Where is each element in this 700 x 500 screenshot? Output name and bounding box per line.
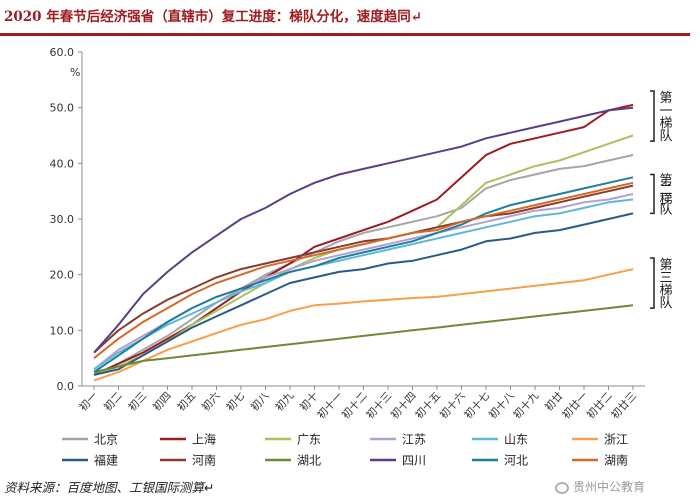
x-tick-label: 初七 xyxy=(224,389,248,413)
series-line-江苏 xyxy=(93,193,634,371)
y-axis-unit: % xyxy=(70,66,80,79)
x-tick-label: 初廿二 xyxy=(584,389,615,421)
series-line-福建 xyxy=(93,212,634,376)
tier-label-char: 第 xyxy=(659,173,672,188)
series-line-浙江 xyxy=(93,268,634,382)
legend-label-浙江: 浙江 xyxy=(604,433,628,447)
series-line-北京 xyxy=(93,154,634,376)
data-source-note: 资料来源：百度地图、工银国际测算↵ xyxy=(4,480,215,495)
x-tick-label: 初五 xyxy=(175,389,199,413)
legend-label-四川: 四川 xyxy=(402,454,426,468)
x-tick-label: 初廿一 xyxy=(559,389,590,421)
tier-label-char: 梯 xyxy=(659,283,672,298)
x-tick-label: 初二 xyxy=(101,389,125,413)
tier-label-char: 梯 xyxy=(659,193,672,208)
tier-label-char: 队 xyxy=(659,129,672,144)
tier-label-char: 队 xyxy=(659,296,672,311)
tier-bracket xyxy=(650,173,655,215)
y-tick-label: 0.0 xyxy=(57,380,75,393)
x-tick-label: 初十四 xyxy=(388,389,419,421)
tier-label-char: 三 xyxy=(659,271,672,286)
x-tick-label: 初八 xyxy=(248,389,272,414)
legend-label-湖南: 湖南 xyxy=(604,453,628,468)
x-tick-label: 初三 xyxy=(126,389,150,413)
watermark: 贵州中公教育 xyxy=(555,476,695,498)
x-tick-label: 初十八 xyxy=(486,389,517,421)
series-line-湖南 xyxy=(93,181,634,359)
tier-label-char: 第 xyxy=(659,91,672,106)
chart-title: 2020 年春节后经济强省（直辖市）复工进度：梯队分化，速度趋同↵ xyxy=(4,9,423,25)
y-tick-label: 20.0 xyxy=(50,269,75,282)
watermark-text: 贵州中公教育 xyxy=(573,480,646,494)
y-tick-label: 60.0 xyxy=(50,46,75,59)
legend-label-河南: 河南 xyxy=(192,453,216,468)
tier-label-char: 第 xyxy=(659,258,672,273)
legend-label-江苏: 江苏 xyxy=(402,433,426,447)
series-line-河北 xyxy=(93,176,634,373)
x-tick-label: 初十六 xyxy=(437,389,468,421)
legend-label-河北: 河北 xyxy=(504,454,528,468)
x-tick-label: 初一 xyxy=(77,389,101,414)
x-tick-label: 初廿三 xyxy=(608,389,639,421)
line-chart: 0.0 10.0 20.0 30.0 40.0 50.0 60.0% 初一 初二 初三 初四 初五 初六… xyxy=(50,46,673,468)
title-divider xyxy=(0,33,690,36)
y-tick-label: 30.0 xyxy=(50,213,75,226)
x-tick-label: 初十一 xyxy=(314,389,345,421)
y-tick-label: 10.0 xyxy=(50,324,75,337)
legend-label-北京: 北京 xyxy=(94,433,118,447)
legend-label-广东: 广东 xyxy=(297,433,321,447)
series-line-河南 xyxy=(93,184,634,354)
x-tick-label: 初十二 xyxy=(339,389,370,421)
x-tick-label: 初十七 xyxy=(461,389,492,421)
tier-label-char: 梯 xyxy=(659,116,672,131)
x-tick-label: 初十三 xyxy=(363,389,394,421)
series-line-上海 xyxy=(93,103,634,376)
y-tick-label: 50.0 xyxy=(50,102,75,115)
y-tick-label: 40.0 xyxy=(50,157,75,170)
x-tick-label: 初十五 xyxy=(412,389,443,421)
x-tick-label: 初六 xyxy=(199,389,223,413)
legend-label-湖北: 湖北 xyxy=(297,453,321,468)
series-line-山东 xyxy=(93,198,634,371)
series-line-四川 xyxy=(93,106,634,354)
tier-bracket xyxy=(650,90,655,142)
tier-label-char: 一 xyxy=(659,104,672,119)
x-tick-label: 初四 xyxy=(150,389,174,413)
x-tick-label: 初十九 xyxy=(510,389,541,421)
tier-label-char: 队 xyxy=(659,203,672,218)
series-line-湖北 xyxy=(93,304,634,374)
tier-label-char: 二 xyxy=(659,183,672,198)
legend-label-山东: 山东 xyxy=(504,433,528,447)
x-tick-label: 初九 xyxy=(273,389,297,414)
tier-bracket xyxy=(650,257,655,309)
legend-label-上海: 上海 xyxy=(192,432,216,447)
weibo-icon xyxy=(555,482,569,494)
legend-label-福建: 福建 xyxy=(94,453,118,468)
